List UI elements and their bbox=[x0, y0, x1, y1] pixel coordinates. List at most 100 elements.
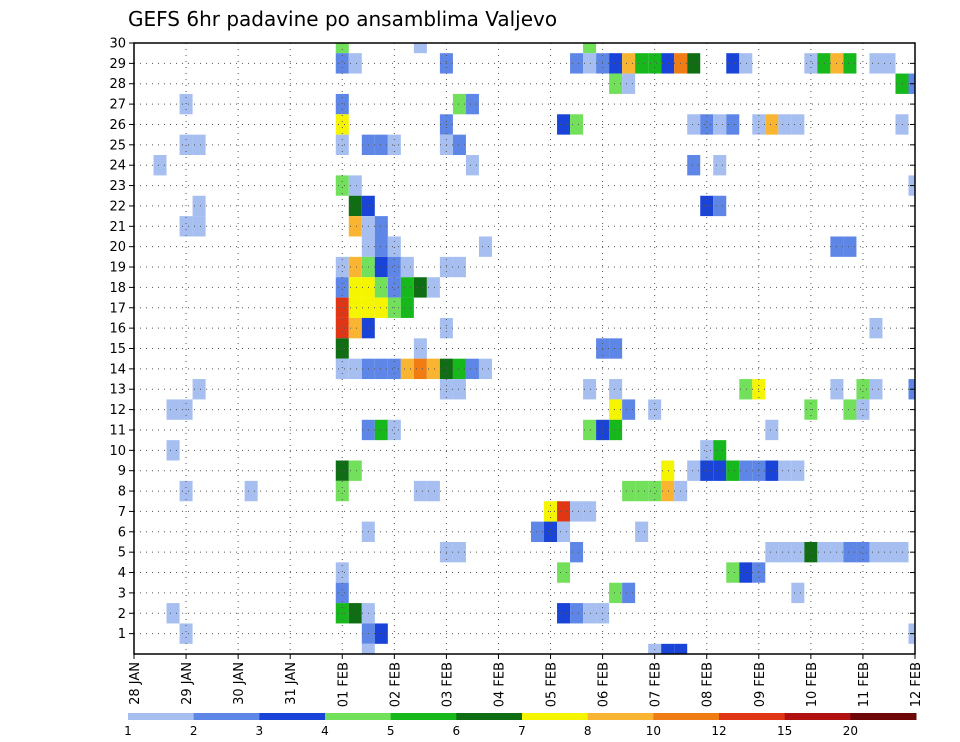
y-tick-label: 12 bbox=[109, 403, 126, 418]
heatmap-cell bbox=[570, 114, 584, 135]
heatmap-cell bbox=[804, 53, 818, 74]
heatmap-cell bbox=[374, 623, 388, 644]
heatmap-cell bbox=[348, 175, 362, 196]
heatmap-cell bbox=[244, 480, 258, 502]
heatmap-cell bbox=[609, 338, 623, 359]
heatmap-cell bbox=[856, 541, 870, 563]
heatmap-cell bbox=[478, 358, 492, 380]
y-tick-label: 14 bbox=[109, 362, 126, 377]
heatmap-cell bbox=[531, 521, 545, 542]
heatmap-cell bbox=[895, 541, 909, 563]
heatmap-cell bbox=[739, 53, 753, 74]
heatmap-cell bbox=[635, 53, 649, 74]
heatmap-cell bbox=[166, 440, 180, 461]
heatmap-cell bbox=[583, 419, 597, 441]
heatmap-cell bbox=[374, 256, 388, 278]
heatmap-cell bbox=[583, 43, 597, 54]
heatmap-cell bbox=[413, 480, 427, 502]
heatmap-cell bbox=[726, 460, 740, 481]
heatmap-cell bbox=[335, 460, 349, 481]
heatmap-cell bbox=[713, 155, 727, 176]
heatmap-cell bbox=[452, 541, 466, 563]
heatmap-cell bbox=[452, 93, 466, 115]
y-tick-label: 10 bbox=[109, 444, 126, 459]
y-tick-label: 2 bbox=[118, 607, 126, 622]
heatmap-cell bbox=[465, 358, 479, 380]
x-tick-label: 31 JAN bbox=[284, 662, 299, 705]
heatmap-cell bbox=[335, 43, 349, 54]
x-tick-label: 10 FEB bbox=[805, 662, 820, 707]
heatmap-cell bbox=[413, 358, 427, 380]
heatmap-cell bbox=[791, 582, 805, 604]
heatmap-cell bbox=[153, 155, 167, 176]
legend-label: 4 bbox=[321, 724, 329, 738]
x-tick-label: 11 FEB bbox=[857, 662, 872, 707]
heatmap-cell bbox=[869, 53, 883, 74]
x-tick-label: 04 FEB bbox=[492, 662, 507, 707]
heatmap-cell bbox=[387, 358, 401, 380]
heatmap-cell bbox=[348, 297, 362, 318]
heatmap-cell bbox=[413, 43, 427, 54]
heatmap-cell bbox=[622, 73, 636, 94]
heatmap-cell bbox=[791, 114, 805, 135]
x-tick-label: 01 FEB bbox=[336, 662, 351, 707]
heatmap-cell bbox=[765, 114, 779, 135]
heatmap-cell bbox=[635, 480, 649, 502]
heatmap-cell bbox=[583, 501, 597, 522]
y-tick-label: 4 bbox=[118, 566, 126, 581]
y-tick-label: 23 bbox=[109, 179, 126, 194]
y-tick-label: 7 bbox=[118, 505, 126, 520]
heatmap-cell bbox=[544, 521, 558, 542]
heatmap-cell bbox=[609, 419, 623, 441]
heatmap-cell bbox=[335, 562, 349, 583]
heatmap-cell bbox=[895, 114, 909, 135]
heatmap-cell bbox=[778, 541, 792, 563]
heatmap-cell bbox=[583, 603, 597, 624]
heatmap-cell bbox=[687, 155, 701, 176]
x-tick-label: 05 FEB bbox=[545, 662, 560, 707]
y-tick-label: 30 bbox=[109, 37, 126, 52]
heatmap-cell bbox=[374, 277, 388, 298]
y-tick-label: 24 bbox=[109, 159, 126, 174]
heatmap-cell bbox=[856, 379, 870, 400]
heatmap-cell bbox=[335, 93, 349, 115]
legend-swatch bbox=[456, 713, 523, 720]
y-tick-label: 22 bbox=[109, 199, 126, 214]
heatmap-cell bbox=[661, 480, 675, 502]
heatmap-cell bbox=[374, 236, 388, 257]
heatmap-cell bbox=[804, 541, 818, 563]
heatmap-cell bbox=[687, 460, 701, 481]
heatmap-cell bbox=[570, 53, 584, 74]
y-tick-label: 1 bbox=[118, 627, 126, 642]
y-tick-label: 3 bbox=[118, 586, 126, 601]
heatmap-cell bbox=[179, 216, 193, 237]
x-tick-label: 07 FEB bbox=[649, 662, 664, 707]
heatmap-cell bbox=[648, 643, 662, 654]
heatmap-cell bbox=[700, 114, 714, 135]
heatmap-cell bbox=[348, 603, 362, 624]
heatmap-cell bbox=[726, 562, 740, 583]
heatmap-cell bbox=[817, 541, 831, 563]
legend-swatch bbox=[522, 713, 589, 720]
y-tick-label: 18 bbox=[109, 281, 126, 296]
heatmap-cell bbox=[557, 114, 571, 135]
heatmap-cell bbox=[570, 501, 584, 522]
heatmap-cell bbox=[713, 460, 727, 481]
heatmap-cell bbox=[739, 562, 753, 583]
heatmap-cell bbox=[348, 216, 362, 237]
legend-label: 20 bbox=[843, 724, 858, 738]
heatmap-cell bbox=[648, 53, 662, 74]
heatmap-cell bbox=[700, 440, 714, 461]
heatmap-cell bbox=[426, 358, 440, 380]
heatmap-cell bbox=[387, 236, 401, 257]
grid-lines bbox=[133, 42, 916, 654]
heatmap-cell bbox=[335, 134, 349, 156]
heatmap-cell bbox=[726, 114, 740, 135]
heatmap-cell bbox=[622, 53, 636, 74]
heatmap-cell bbox=[674, 643, 688, 654]
heatmap-cell bbox=[765, 541, 779, 563]
heatmap-cell bbox=[583, 379, 597, 400]
y-tick-label: 13 bbox=[109, 383, 126, 398]
color-legend: 1 2 3 4 5 6 7 8 10 12 15 20 bbox=[124, 713, 917, 738]
